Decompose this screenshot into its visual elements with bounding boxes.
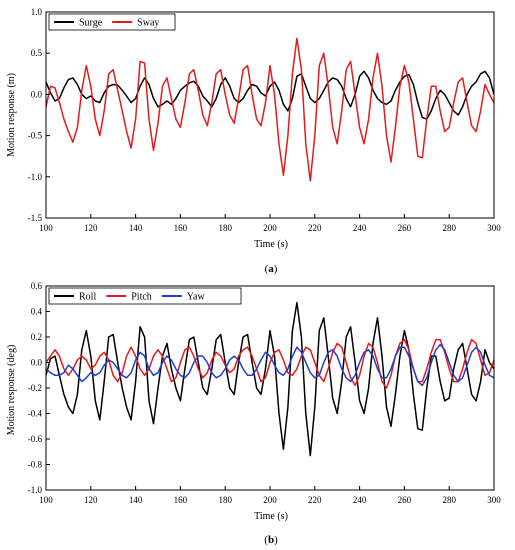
- panel-a-x-tick-label: 160: [174, 223, 188, 233]
- panel-b-y-tick-label: 0.6: [31, 281, 43, 291]
- panel-b-legend-label-roll: Roll: [79, 292, 96, 303]
- panel-b-ylabel: Motion response (deg): [6, 345, 17, 436]
- panel-a-y-tick-label: -1.5: [28, 213, 43, 223]
- panel-a-ylabel: Motion response (m): [6, 73, 17, 157]
- panel-b-x-tick-label: 220: [308, 495, 322, 505]
- panel-a-x-tick-label: 260: [398, 223, 412, 233]
- panel-b-legend-label-yaw: Yaw: [187, 292, 206, 303]
- panel-a-x-tick-label: 300: [487, 223, 501, 233]
- panel-b-x-tick-label: 100: [39, 495, 53, 505]
- panel-b-x-tick-label: 160: [174, 495, 188, 505]
- panel-a-x-tick-label: 100: [39, 223, 53, 233]
- panel-a-y-tick-label: 0.5: [31, 48, 43, 58]
- panel-b-x-tick-label: 260: [398, 495, 412, 505]
- panel-a-xlabel: Time (s): [254, 239, 288, 250]
- panel-b-y-tick-label: 0.0: [31, 358, 43, 368]
- panel-a-x-tick-label: 140: [129, 223, 143, 233]
- panel-b-series-yaw-line: [45, 343, 495, 387]
- panel-a-x-tick-label: 280: [442, 223, 456, 233]
- panel-a-x-tick-label: 180: [218, 223, 232, 233]
- panel-b-y-tick-label: -0.2: [28, 383, 42, 393]
- panel-b-x-tick-label: 180: [218, 495, 232, 505]
- panel-a-y-tick-label: 1.0: [31, 7, 43, 17]
- panel-b-series-pitch-line: [45, 338, 495, 389]
- panel-a-series-sway-line: [45, 37, 495, 182]
- panel-a-label: (a): [265, 263, 278, 275]
- panel-a-legend-label-sway: Sway: [137, 18, 159, 29]
- panel-b-x-tick-label: 300: [487, 495, 501, 505]
- panel-b-legend-box: [48, 287, 242, 305]
- panel-b-y-tick-label: -0.8: [28, 460, 43, 470]
- panel-a-x-tick-label: 200: [263, 223, 277, 233]
- panel-a-y-tick-label: -0.5: [28, 131, 43, 141]
- panel-a-legend-box: [48, 13, 176, 31]
- panel-a-y-tick-label: 0.0: [31, 89, 43, 99]
- panel-a-series-surge-line: [45, 70, 495, 120]
- panel-b-legend-label-pitch: Pitch: [131, 292, 152, 303]
- panel-b-x-tick-label: 240: [353, 495, 367, 505]
- panel-a-x-tick-label: 240: [353, 223, 367, 233]
- panel-b-y-tick-label: 0.2: [31, 332, 42, 342]
- panel-a-y-tick-label: -1.0: [28, 172, 43, 182]
- panel-b-label: (b): [264, 534, 278, 546]
- panel-b-x-tick-label: 200: [263, 495, 277, 505]
- panel-b-x-tick-label: 140: [129, 495, 143, 505]
- panel-a-legend-label-surge: Surge: [79, 18, 103, 29]
- panel-b-xlabel: Time (s): [254, 511, 288, 522]
- panel-b-y-tick-label: -1.0: [28, 485, 43, 495]
- panel-b-x-tick-label: 280: [442, 495, 456, 505]
- panel-b-x-tick-label: 120: [84, 495, 98, 505]
- panel-a-chart: Motion response (m) Time (s) (a) 100 120 1…: [6, 7, 501, 275]
- panel-b-y-tick-label: -0.6: [28, 434, 43, 444]
- panel-b-y-tick-label: -0.4: [28, 409, 43, 419]
- panel-b-series-roll-line: [45, 301, 495, 457]
- panel-a-x-tick-label: 220: [308, 223, 322, 233]
- panel-a-x-tick-label: 120: [84, 223, 98, 233]
- panel-b-chart: Motion response (deg) Time (s) (b) 100 12…: [6, 281, 501, 546]
- panel-b-y-tick-label: 0.4: [31, 307, 43, 317]
